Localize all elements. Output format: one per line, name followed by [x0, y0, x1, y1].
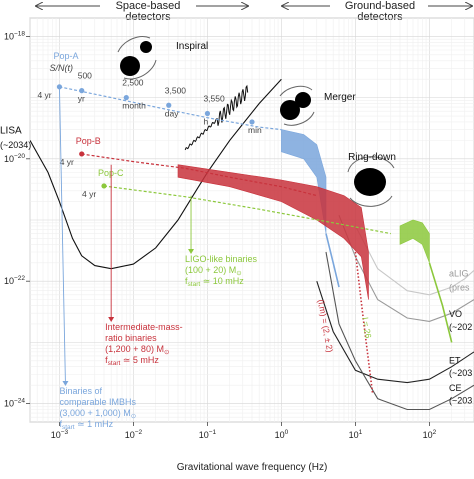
y-tick-label: 10−24: [4, 398, 25, 409]
detector-label-3: ET: [449, 356, 461, 366]
series-name: Pop-A: [53, 51, 78, 61]
detector-label-lisa-era: (~2034): [0, 140, 31, 150]
x-tick-label: 10−1: [199, 429, 217, 440]
y-tick-label: 10−20: [4, 153, 25, 164]
ringdown-illustration: Ring-down: [347, 152, 396, 207]
callout-text: ratio binaries: [105, 333, 157, 343]
detector-label-era-3: (~203: [449, 368, 472, 378]
callout-line: [58, 86, 66, 385]
callout-text: Binaries of: [59, 386, 102, 396]
detector-label-lisa: LISA: [0, 125, 22, 136]
snr-time-label: h: [203, 117, 208, 127]
ground-label-2: detectors: [357, 11, 403, 23]
x-tick-label: 101: [349, 429, 363, 440]
x-tick-label: 10−3: [51, 429, 69, 440]
snr-time-label: day: [165, 108, 179, 118]
callout-arrowhead: [108, 317, 115, 322]
series-track: [59, 86, 282, 131]
snr-point: [249, 119, 255, 125]
ringdown-label: Ring-down: [348, 152, 396, 163]
callout-text: fstart ≃ 10 mHz: [185, 276, 244, 288]
y-tick-label: 10−22: [4, 275, 25, 286]
snr-label: S/N(t): [49, 63, 73, 73]
callout-text: (1,200 + 80) M⊙: [105, 344, 170, 356]
snr-point: [101, 183, 107, 189]
axes: 10−3 10−2 10−1 100 101 102 10−18 10−20 10−22 10−2…: [4, 30, 437, 440]
callout-text: (100 + 20) M⊙: [185, 265, 242, 277]
inspiral-label: Inspiral: [176, 41, 208, 52]
callout-arrowhead: [188, 249, 195, 254]
detector-label-era-1: (pres: [449, 283, 470, 293]
callout-text: (3,000 + 1,000) M⊙: [59, 408, 136, 420]
snr-value: 500: [78, 71, 92, 81]
callout-text: LIGO-like binaries: [185, 254, 258, 264]
grid: [29, 17, 474, 423]
series-merger-band: [177, 164, 369, 300]
inspiral-bh-large: [120, 56, 140, 76]
callout-text: comparable IMBHs: [59, 397, 136, 407]
snr-value: 3,550: [203, 94, 225, 104]
callout-text: fstart ≃ 5 mHz: [105, 355, 159, 367]
snr-time-label: month: [122, 101, 146, 111]
series-ringdown: [325, 233, 340, 288]
x-tick-label: 102: [423, 429, 437, 440]
callout-pop-c-note: LIGO-like binaries(100 + 20) M⊙fstart ≃ …: [185, 195, 258, 288]
series-pop-a: 4 yr 500 yr 2,500 month 3,500 day 3,550 h min Pop-…: [37, 51, 340, 288]
detector-label-era-2: (~202: [449, 322, 472, 332]
x-tick-label: 10−2: [125, 429, 143, 440]
detector-labels: LISA (~2034) aLIG (pres VO (~202 ET (~203 CE (~20…: [0, 125, 472, 405]
snr-time-label: yr: [78, 94, 85, 104]
series-ringdown: [428, 262, 453, 343]
detector-curve-0: [30, 78, 282, 270]
snr-point: [79, 151, 85, 157]
detector-curve-3: [316, 281, 474, 384]
detector-label-4: CE: [449, 383, 462, 393]
space-label: Space-based: [116, 0, 181, 12]
source-series: 4 yr 500 yr 2,500 month 3,500 day 3,550 h min Pop-…: [37, 51, 453, 393]
merger-bh-small: [295, 92, 311, 108]
ground-label: Ground-based: [345, 0, 415, 12]
detector-curve-1: [354, 225, 474, 296]
ringdown-bh: [354, 168, 386, 196]
snr-time-label: min: [248, 125, 262, 135]
snr-point: [123, 95, 129, 101]
detector-label-2: VO: [449, 309, 462, 319]
merger-illustration: Merger: [279, 85, 356, 126]
snr-time-label: 4 yr: [60, 157, 74, 167]
detector-label-era-4: (~203: [449, 396, 472, 406]
callout-text: fstart ≃ 1 mHz: [59, 419, 113, 431]
snr-point: [204, 110, 211, 117]
snr-point: [166, 102, 172, 108]
snr-point: [79, 88, 85, 94]
x-tick-label: 100: [275, 429, 289, 440]
header: Space-based detectors Ground-based detec…: [36, 0, 472, 23]
y-tick-label: 10−18: [4, 30, 25, 41]
snr-value: 3,500: [165, 85, 187, 95]
snr-time-label: 4 yr: [37, 90, 51, 100]
space-label-2: detectors: [125, 11, 171, 23]
callout-arrowhead: [62, 381, 69, 386]
inspiral-bh-small: [140, 41, 152, 53]
inspiral-illustration: Inspiral: [117, 36, 208, 80]
snr-time-label: 4 yr: [82, 189, 96, 199]
series-merger-band: [399, 219, 430, 263]
detector-curve-4: [325, 251, 474, 411]
merger-bh-large: [280, 100, 300, 120]
x-axis-label: Gravitational wave frequency (Hz): [177, 462, 328, 473]
detector-label-1: aLIG: [449, 268, 469, 278]
callout-text: Intermediate-mass-: [105, 322, 183, 332]
series-pop-b: 4 yr Pop-B: [60, 136, 374, 393]
series-name: Pop-B: [76, 136, 101, 146]
series-track: [103, 185, 391, 235]
mode-label-b: l = 26: [360, 317, 374, 340]
merger-label: Merger: [324, 92, 356, 103]
snr-value: 2,500: [122, 78, 144, 88]
